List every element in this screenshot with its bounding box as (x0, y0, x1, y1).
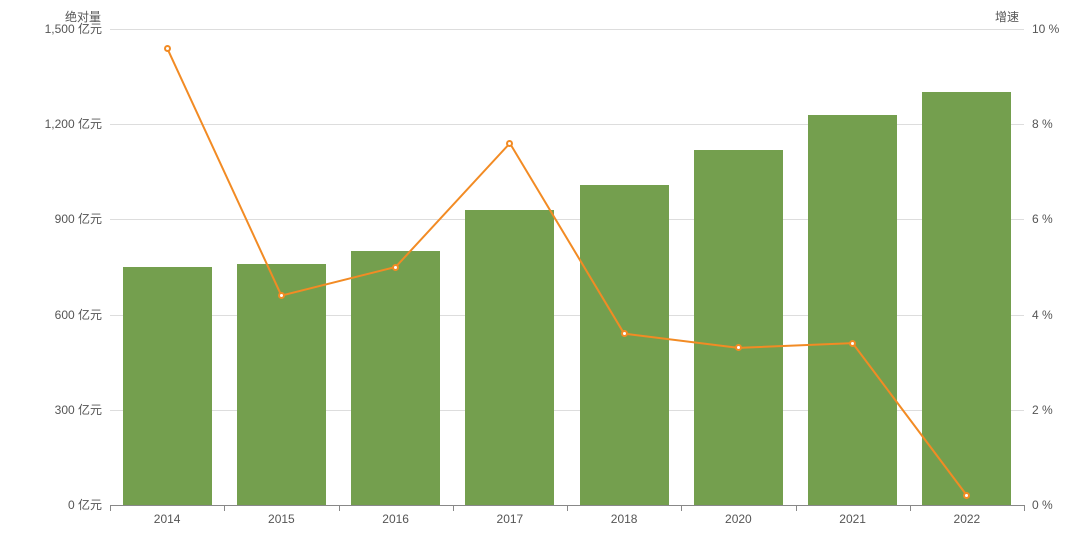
x-tick-label: 2015 (268, 505, 295, 525)
y1-tick-label: 1,200 亿元 (45, 118, 110, 130)
x-tick-mark (453, 505, 454, 511)
y1-tick-label: 300 亿元 (55, 404, 110, 416)
x-tick-mark (224, 505, 225, 511)
x-tick-mark (1024, 505, 1025, 511)
x-tick-label: 2016 (382, 505, 409, 525)
line-marker (392, 264, 399, 271)
y2-tick-label: 10 % (1024, 23, 1059, 35)
y2-tick-label: 4 % (1024, 309, 1053, 321)
line-layer (110, 29, 1024, 505)
y2-axis-title: 增速 (995, 8, 1019, 25)
x-tick-label: 2020 (725, 505, 752, 525)
line-marker (849, 340, 856, 347)
y1-tick-label: 1,500 亿元 (45, 23, 110, 35)
x-tick-mark (796, 505, 797, 511)
x-tick-label: 2018 (611, 505, 638, 525)
x-tick-label: 2017 (497, 505, 524, 525)
x-tick-label: 2014 (154, 505, 181, 525)
combo-chart: 绝对量 增速 0 亿元300 亿元600 亿元900 亿元1,200 亿元1,5… (10, 4, 1074, 531)
y1-tick-label: 0 亿元 (68, 499, 110, 511)
y2-tick-label: 0 % (1024, 499, 1053, 511)
x-tick-mark (567, 505, 568, 511)
x-tick-mark (681, 505, 682, 511)
x-tick-mark (339, 505, 340, 511)
y1-tick-label: 900 亿元 (55, 213, 110, 225)
line-series (167, 48, 967, 495)
x-tick-mark (110, 505, 111, 511)
line-marker (621, 330, 628, 337)
y2-tick-label: 8 % (1024, 118, 1053, 130)
line-marker (164, 45, 171, 52)
x-tick-mark (910, 505, 911, 511)
plot-area: 0 亿元300 亿元600 亿元900 亿元1,200 亿元1,500 亿元0 … (110, 29, 1024, 506)
x-tick-label: 2021 (839, 505, 866, 525)
line-marker (278, 292, 285, 299)
y1-tick-label: 600 亿元 (55, 309, 110, 321)
x-tick-label: 2022 (954, 505, 981, 525)
y2-tick-label: 2 % (1024, 404, 1053, 416)
y2-tick-label: 6 % (1024, 213, 1053, 225)
